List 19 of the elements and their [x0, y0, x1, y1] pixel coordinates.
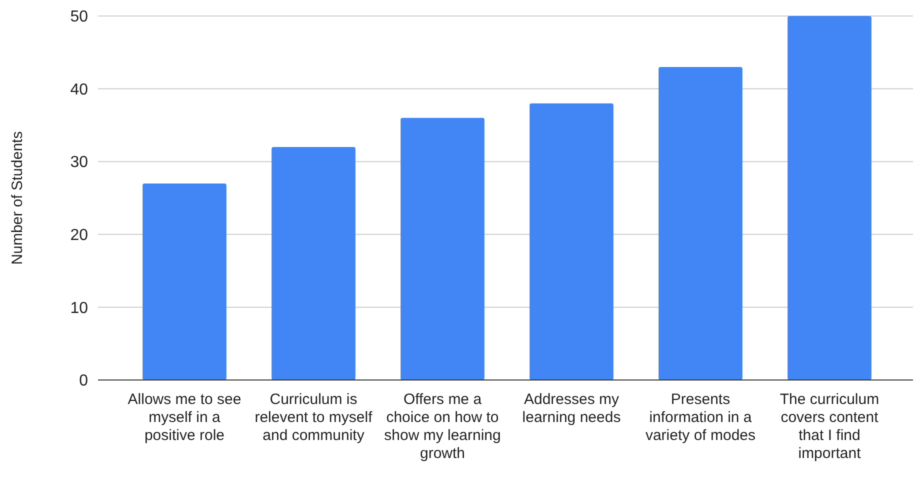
- bar: [142, 183, 226, 380]
- bar: [400, 118, 484, 380]
- y-tick-label: 0: [79, 372, 88, 390]
- x-tick-label: Curriculum is relevent to myself and community: [254, 391, 374, 444]
- y-tick-label: 50: [70, 8, 88, 26]
- x-tick-label: The curriculum covers content that I find important: [780, 391, 880, 462]
- y-axis-title: Number of Students: [9, 131, 26, 265]
- x-tick-label: Offers me a choice on how to show my learning growth: [384, 391, 501, 462]
- bar: [530, 103, 614, 380]
- y-tick-label: 20: [70, 227, 88, 244]
- bar: [272, 147, 356, 380]
- x-tick-label: Addresses my learning needs: [522, 391, 621, 426]
- x-tick-label: Presents information in a variety of modes: [645, 391, 756, 444]
- y-tick-label: 40: [70, 81, 88, 98]
- y-tick-label: 30: [70, 154, 88, 172]
- x-tick-label: Allows me to see myself in a positive role: [128, 391, 242, 444]
- y-tick-label: 10: [70, 300, 88, 317]
- bar: [788, 16, 872, 380]
- bar: [658, 66, 742, 380]
